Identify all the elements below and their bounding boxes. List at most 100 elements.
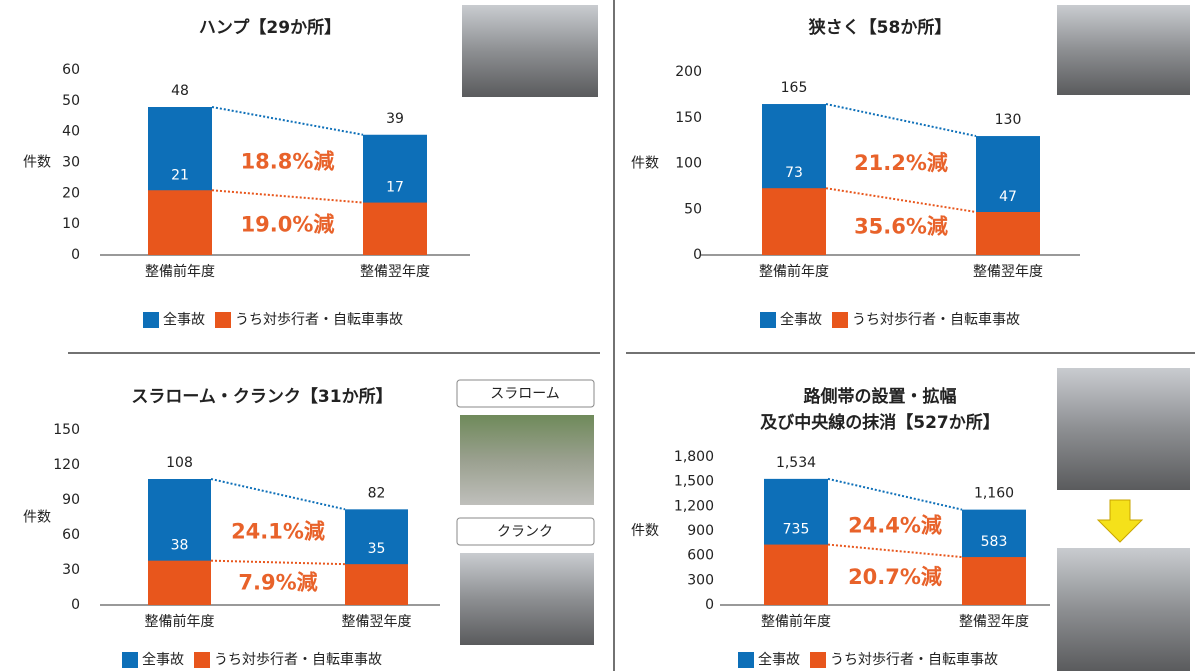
photo — [1057, 368, 1190, 490]
value-label: 108 — [166, 455, 193, 471]
photo — [460, 553, 594, 645]
bar-subset — [363, 203, 427, 255]
value-label: 1,534 — [776, 455, 816, 471]
y-tick-label: 0 — [71, 247, 80, 263]
value-label: 1,160 — [974, 486, 1014, 502]
x-tick-label: 整備翌年度 — [959, 614, 1029, 630]
y-tick-label: 150 — [53, 422, 80, 438]
chart-title: スラローム・クランク【31か所】 — [131, 386, 392, 407]
y-tick-label: 60 — [62, 527, 80, 543]
bar-subset — [345, 564, 408, 605]
photo — [1057, 5, 1190, 95]
x-tick-label: 整備前年度 — [761, 613, 831, 630]
y-tick-label: 50 — [684, 201, 702, 217]
legend-label: 全事故 — [163, 311, 205, 328]
y-tick-label: 30 — [62, 562, 80, 578]
value-label: 130 — [995, 112, 1022, 128]
bar-subset — [976, 212, 1040, 255]
annotation: 24.4%減 — [848, 514, 942, 538]
value-label: 48 — [171, 83, 189, 99]
y-tick-label: 300 — [687, 572, 714, 588]
trend-line — [212, 107, 363, 135]
x-tick-label: 整備翌年度 — [342, 614, 412, 630]
y-axis-label: 件数 — [23, 155, 51, 171]
value-label: 165 — [781, 80, 808, 96]
y-tick-label: 100 — [675, 156, 702, 172]
y-tick-label: 1,200 — [674, 498, 714, 514]
y-tick-label: 1,500 — [674, 474, 714, 490]
legend-swatch — [122, 652, 138, 668]
photo — [462, 5, 598, 97]
value-label: 47 — [999, 189, 1017, 205]
y-tick-label: 30 — [62, 155, 80, 171]
legend-label: うち対歩行者・自転車事故 — [852, 311, 1020, 328]
trend-line — [828, 479, 962, 510]
annotation: 35.6%減 — [854, 215, 948, 239]
annotation: 7.9%減 — [238, 571, 317, 595]
bar-subset — [148, 190, 212, 255]
bar-subset — [764, 545, 828, 605]
value-label: 17 — [386, 180, 404, 196]
trend-line — [211, 561, 345, 565]
chart-title: 及び中央線の抹消【527か所】 — [760, 412, 1000, 433]
legend-label: 全事故 — [142, 651, 184, 668]
photo-label: スラローム — [490, 386, 560, 402]
photo-label: クランク — [497, 524, 553, 540]
y-tick-label: 40 — [62, 124, 80, 140]
y-tick-label: 0 — [705, 597, 714, 613]
y-tick-label: 600 — [687, 548, 714, 564]
y-tick-label: 50 — [62, 93, 80, 109]
trend-line — [826, 188, 976, 212]
page: スラローム クランク ハンプ【29か所】件数01020304050604821整… — [0, 0, 1195, 671]
y-axis-label: 件数 — [631, 156, 659, 172]
value-label: 38 — [171, 538, 189, 554]
x-tick-label: 整備前年度 — [759, 263, 829, 280]
y-tick-label: 20 — [62, 185, 80, 201]
y-tick-label: 900 — [687, 523, 714, 539]
x-tick-label: 整備前年度 — [145, 613, 215, 630]
x-tick-label: 整備翌年度 — [973, 264, 1043, 280]
y-tick-label: 90 — [62, 492, 80, 508]
photo — [460, 415, 594, 505]
y-tick-label: 200 — [675, 64, 702, 80]
y-tick-label: 0 — [71, 597, 80, 613]
legend-label: 全事故 — [758, 651, 800, 668]
y-tick-label: 120 — [53, 457, 80, 473]
trend-line — [212, 190, 363, 202]
x-tick-label: 整備前年度 — [145, 263, 215, 280]
legend-swatch — [810, 652, 826, 668]
y-tick-label: 150 — [675, 110, 702, 126]
annotation: 20.7%減 — [848, 565, 942, 589]
annotation: 21.2%減 — [854, 151, 948, 175]
value-label: 82 — [368, 485, 386, 501]
value-label: 735 — [783, 522, 810, 538]
trend-line — [826, 104, 976, 136]
trend-line — [828, 545, 962, 557]
legend-swatch — [760, 312, 776, 328]
legend-swatch — [738, 652, 754, 668]
legend-label: うち対歩行者・自転車事故 — [235, 311, 403, 328]
y-tick-label: 10 — [62, 216, 80, 232]
value-label: 35 — [368, 541, 386, 557]
annotation: 24.1%減 — [231, 519, 325, 543]
value-label: 39 — [386, 111, 404, 127]
legend-swatch — [143, 312, 159, 328]
legend-swatch — [832, 312, 848, 328]
bar-subset — [148, 561, 211, 605]
annotation: 18.8%減 — [241, 150, 335, 174]
value-label: 73 — [785, 165, 803, 181]
y-tick-label: 1,800 — [674, 449, 714, 465]
arrow — [1098, 500, 1142, 542]
y-tick-label: 60 — [62, 62, 80, 78]
y-axis-label: 件数 — [23, 510, 51, 526]
legend-swatch — [194, 652, 210, 668]
bar-subset — [962, 557, 1026, 605]
bar-subset — [762, 188, 826, 255]
x-tick-label: 整備翌年度 — [360, 264, 430, 280]
legend-label: うち対歩行者・自転車事故 — [830, 651, 998, 668]
photo — [1057, 548, 1190, 671]
y-axis-label: 件数 — [631, 523, 659, 539]
chart-title: 狭さく【58か所】 — [808, 17, 952, 38]
annotation: 19.0%減 — [241, 213, 335, 237]
value-label: 21 — [171, 167, 189, 183]
